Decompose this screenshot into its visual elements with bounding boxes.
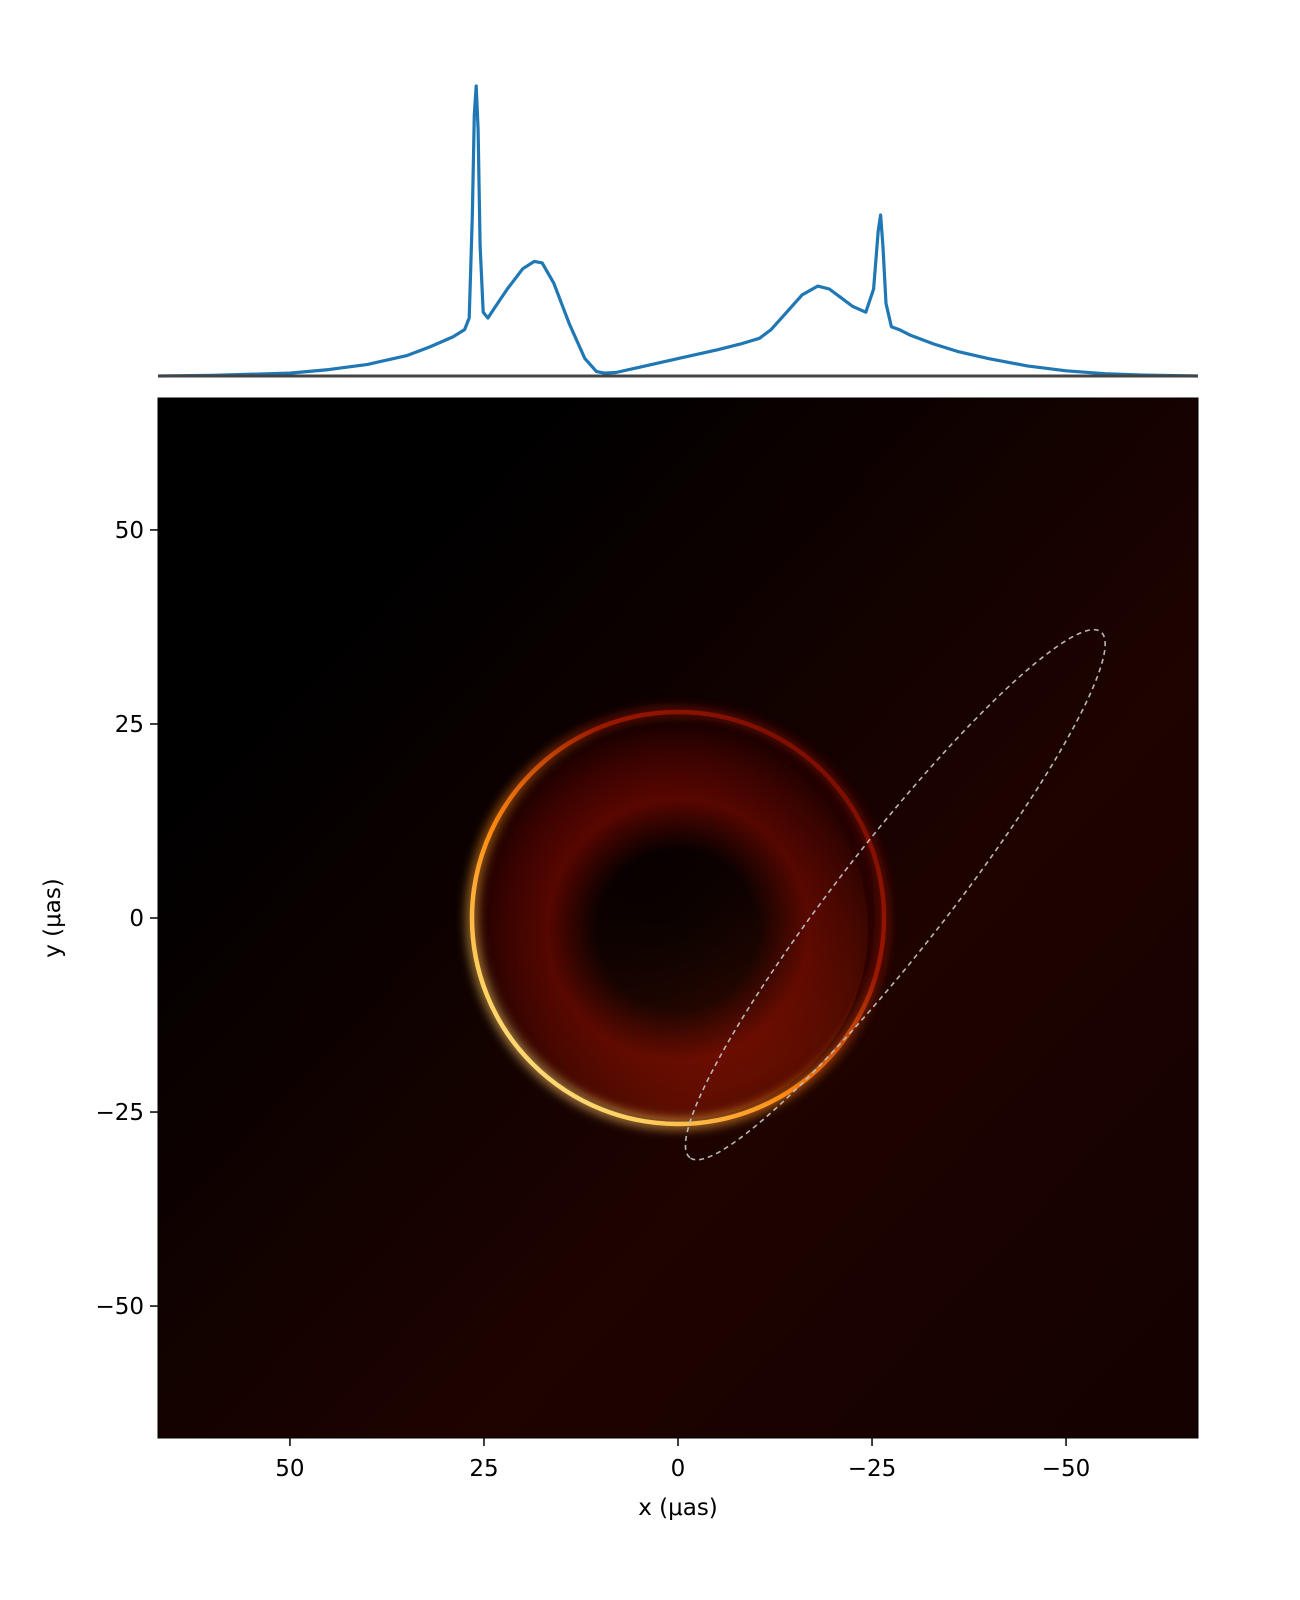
x-axis-label: x (μas) bbox=[638, 1495, 718, 1521]
y-tick-label: 50 bbox=[115, 518, 144, 544]
black-hole-image-panel bbox=[158, 398, 1198, 1438]
photon-ring bbox=[469, 709, 887, 1127]
y-tick-label: 25 bbox=[115, 712, 144, 738]
x-tick-label: −25 bbox=[848, 1456, 897, 1482]
y-axis-label: y (μas) bbox=[40, 878, 66, 958]
x-tick-label: 0 bbox=[671, 1456, 686, 1482]
intensity-profile-panel bbox=[157, 84, 1199, 378]
x-axis-ticks: 50 25 0 −25 −50 bbox=[275, 1438, 1090, 1482]
dashed-ellipse bbox=[684, 628, 1106, 1161]
y-axis-ticks: 50 25 0 −25 −50 bbox=[95, 518, 158, 1320]
profile-line bbox=[157, 84, 1199, 378]
disk-tint bbox=[488, 740, 868, 1120]
y-tick-label: −25 bbox=[95, 1100, 144, 1126]
x-tick-label: 50 bbox=[275, 1456, 304, 1482]
y-tick-label: 0 bbox=[129, 906, 144, 932]
x-tick-label: −50 bbox=[1042, 1456, 1091, 1482]
x-tick-label: 25 bbox=[469, 1456, 498, 1482]
y-tick-label: −50 bbox=[95, 1294, 144, 1320]
